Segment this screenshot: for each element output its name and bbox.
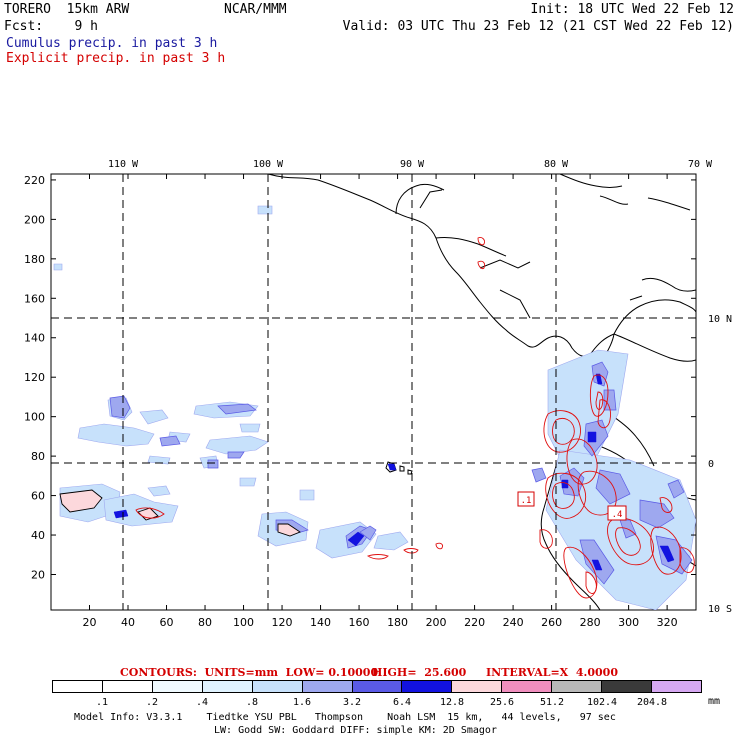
y-tick-label: 120 — [24, 371, 45, 384]
model-title: TORERO 15km ARW — [4, 2, 130, 17]
center-label: NCAR/MMM — [224, 2, 287, 17]
y-tick-label: 40 — [31, 529, 45, 542]
x-tick-label: 220 — [464, 616, 485, 629]
explicit-field-label: Explicit precip. in past 3 h — [6, 51, 226, 66]
x-tick-label: 180 — [387, 616, 408, 629]
lon-label-90w: 90 W — [400, 159, 425, 170]
y-tick-label: 20 — [31, 568, 45, 581]
contours-high-label: HIGH= 25.600 — [372, 666, 467, 679]
y-tick-label: 100 — [24, 411, 45, 424]
lon-label-70w: 70 W — [688, 159, 713, 170]
contour-label-1: .1 — [521, 496, 532, 506]
colorbar-level-label: 1.6 — [292, 697, 312, 708]
colorbar-level-label: 51.2 — [539, 697, 565, 708]
colorbar-units: mm — [708, 696, 721, 707]
x-tick-label: 140 — [310, 616, 331, 629]
y-tick-label: 200 — [24, 213, 45, 226]
lon-label-80w: 80 W — [544, 159, 569, 170]
colorbar-level-label: 102.4 — [586, 697, 618, 708]
colorbar-segment — [53, 681, 103, 692]
lat-label-10s: 10 S — [708, 604, 732, 615]
contours-units-label: CONTOURS: UNITS=mm LOW= 0.10000 — [120, 666, 379, 679]
colorbar-segment — [402, 681, 453, 692]
physics-info-line: LW: Godd SW: Goddard DIFF: simple KM: 2D… — [214, 725, 497, 736]
y-tick-label: 60 — [31, 490, 45, 503]
colorbar-segment — [652, 681, 701, 692]
colorbar-segment — [552, 681, 603, 692]
colorbar-level-label: 6.4 — [392, 697, 412, 708]
colorbar-level-label: 3.2 — [342, 697, 362, 708]
precip-colorbar — [52, 680, 702, 693]
explicit-precip-contours — [135, 237, 695, 599]
x-tick-label: 160 — [349, 616, 370, 629]
colorbar-segment — [102, 681, 153, 692]
y-tick-label: 140 — [24, 332, 45, 345]
x-tick-label: 100 — [233, 616, 254, 629]
colorbar-segment — [152, 681, 203, 692]
y-tick-label: 80 — [31, 450, 45, 463]
contour-label-boxes — [517, 491, 627, 521]
cumulus-field-label: Cumulus precip. in past 3 h — [6, 36, 218, 51]
x-tick-label: 260 — [541, 616, 562, 629]
x-tick-label: 280 — [580, 616, 601, 629]
y-tick-label: 160 — [24, 292, 45, 305]
contour-label-4: .4 — [612, 510, 623, 520]
colorbar-level-label: .4 — [195, 697, 209, 708]
colorbar-segment — [252, 681, 303, 692]
colorbar-level-label: .1 — [95, 697, 109, 708]
y-tick-label: 220 — [24, 174, 45, 187]
valid-time: Valid: 03 UTC Thu 23 Feb 12 (21 CST Wed … — [342, 19, 734, 34]
forecast-hour: Fcst: 9 h — [4, 19, 98, 34]
x-tick-label: 200 — [426, 616, 447, 629]
colorbar-segment — [302, 681, 353, 692]
lat-label-0: 0 — [708, 459, 714, 470]
x-tick-label: 240 — [503, 616, 524, 629]
explicit-precip-pink — [59, 489, 301, 537]
colorbar-level-label: .2 — [145, 697, 159, 708]
cumulus-precip-heavy — [113, 373, 675, 571]
colorbar-level-label: 12.8 — [439, 697, 465, 708]
colorbar-segment — [602, 681, 653, 692]
lon-label-100w: 100 W — [253, 159, 284, 170]
x-tick-label: 120 — [272, 616, 293, 629]
colorbar-level-label: 25.6 — [489, 697, 515, 708]
x-tick-label: 300 — [618, 616, 639, 629]
colorbar-level-label: 204.8 — [636, 697, 668, 708]
y-tick-label: 180 — [24, 253, 45, 266]
init-time: Init: 18 UTC Wed 22 Feb 12 — [530, 2, 735, 17]
x-tick-label: 40 — [121, 616, 135, 629]
x-tick-label: 80 — [198, 616, 212, 629]
x-axis-ticks: 20 40 60 80 100 120 140 160 180 200 220 240 260 280 30… — [83, 174, 678, 629]
colorbar-segment — [352, 681, 403, 692]
model-info-line: Model Info: V3.3.1 Tiedtke YSU PBL Thomp… — [74, 712, 616, 723]
colorbar-segment — [502, 681, 553, 692]
colorbar-level-label: .8 — [245, 697, 259, 708]
colorbar-segment — [202, 681, 253, 692]
precip-map: .1 .4 20 40 60 80 100 120 140 160 180 200 220 20 40… — [24, 159, 732, 629]
lat-label-10n: 10 N — [708, 314, 732, 325]
latlon-grid — [51, 174, 696, 610]
x-tick-label: 320 — [657, 616, 678, 629]
contours-interval-label: INTERVAL=X 4.0000 — [486, 666, 618, 679]
lon-label-110w: 110 W — [108, 159, 139, 170]
y-axis-ticks: 20 40 60 80 100 120 140 160 180 200 220 — [24, 174, 696, 581]
x-tick-label: 20 — [83, 616, 97, 629]
colorbar-segment — [452, 681, 503, 692]
x-tick-label: 60 — [160, 616, 174, 629]
